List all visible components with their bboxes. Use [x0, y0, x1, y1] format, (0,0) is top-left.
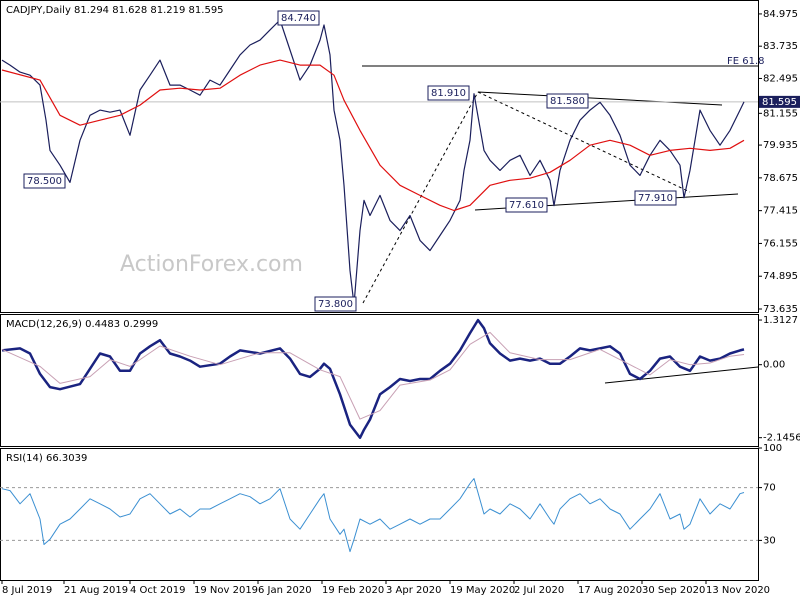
y-tick-label: 30	[763, 535, 776, 546]
y-tick-label: 100	[763, 443, 782, 454]
x-tick-label: 2 Jul 2020	[514, 585, 564, 596]
y-tick-label: 1.3127	[763, 315, 798, 326]
x-tick-label: 19 Nov 2019	[194, 585, 258, 596]
x-tick-label: 19 May 2020	[450, 585, 515, 596]
x-tick-label: 4 Oct 2019	[130, 585, 185, 596]
dashed-line	[362, 91, 479, 304]
watermark: ActionForex.com	[120, 252, 303, 277]
series-line	[1, 318, 745, 440]
annotation-box	[505, 197, 548, 213]
y-tick-label: 77.415	[763, 206, 798, 217]
trend-line	[477, 91, 723, 106]
y-tick-label: 84.975	[763, 9, 798, 20]
x-tick-label: 17 Aug 2020	[578, 585, 642, 596]
annotation-box	[634, 190, 677, 206]
y-tick-label: -2.1456	[763, 433, 800, 444]
series-line	[1, 59, 745, 212]
x-tick-label: 6 Jan 2020	[258, 585, 312, 596]
annotation: FE 61.8	[727, 56, 765, 67]
panel-frame	[0, 314, 759, 447]
y-tick-label: 82.495	[763, 73, 798, 84]
x-tick-label: 30 Sep 2020	[642, 585, 705, 596]
y-tick-label: 79.935	[763, 140, 798, 151]
annotation: 81.580	[550, 96, 585, 107]
panel-frame	[0, 0, 759, 313]
x-tick-label: 3 Apr 2020	[386, 585, 441, 596]
annotation: 73.800	[318, 299, 353, 310]
x-tick-label: 19 Feb 2020	[322, 585, 384, 596]
current-price-box	[759, 95, 800, 108]
annotation-box	[314, 296, 357, 312]
panel-title: RSI(14) 66.3039	[6, 453, 87, 464]
y-tick-label: 81.155	[763, 108, 798, 119]
y-tick-label: 73.635	[763, 304, 798, 315]
annotation: 77.910	[638, 193, 673, 204]
y-tick-label: 76.155	[763, 238, 798, 249]
x-tick-label: 8 Jul 2019	[2, 585, 52, 596]
annotation-box	[277, 10, 320, 26]
panel-title: CADJPY,Daily 81.294 81.628 81.219 81.595	[6, 5, 224, 16]
annotation-box	[427, 85, 470, 101]
y-tick-label: 78.675	[763, 173, 798, 184]
annotation: 77.610	[509, 200, 544, 211]
series-line	[1, 331, 745, 420]
y-tick-label: 74.895	[763, 271, 798, 282]
annotation: 78.500	[27, 176, 62, 187]
y-tick-label: 0.00	[763, 360, 785, 371]
panel-frame	[0, 448, 759, 581]
panel-title: MACD(12,26,9) 0.4483 0.2999	[6, 319, 158, 330]
y-tick-label: 83.735	[763, 41, 798, 52]
macd-trend-line	[604, 366, 759, 384]
series-line	[1, 19, 745, 306]
annotation: 84.740	[281, 13, 316, 24]
series-line	[1, 478, 745, 553]
annotation-box	[546, 93, 589, 109]
x-tick-label: 21 Aug 2019	[64, 585, 128, 596]
annotation-box	[23, 173, 66, 189]
current-price-label: 81.595	[762, 97, 797, 108]
annotation: 81.910	[431, 88, 466, 99]
x-tick-label: 13 Nov 2020	[706, 585, 770, 596]
y-tick-label: 70	[763, 483, 776, 494]
